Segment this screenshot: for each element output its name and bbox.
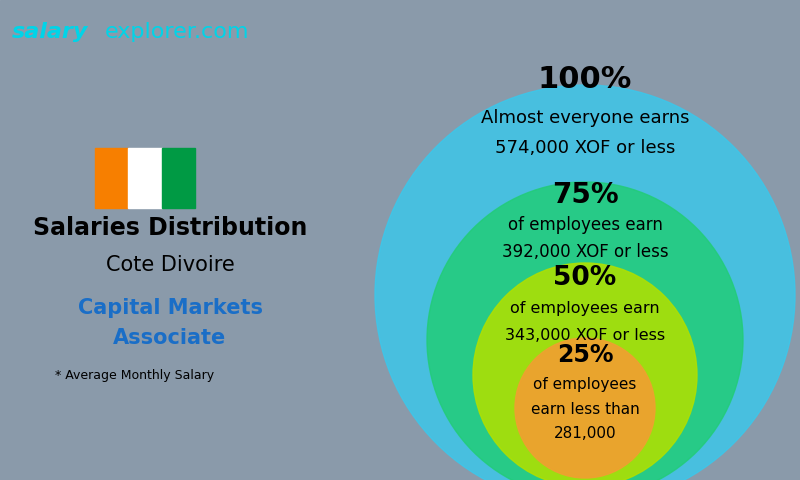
Circle shape bbox=[375, 85, 795, 480]
Text: 281,000: 281,000 bbox=[554, 427, 616, 442]
Text: 392,000 XOF or less: 392,000 XOF or less bbox=[502, 243, 668, 261]
Text: 25%: 25% bbox=[557, 343, 614, 367]
Text: * Average Monthly Salary: * Average Monthly Salary bbox=[55, 369, 214, 382]
Bar bbox=[162, 148, 195, 208]
Circle shape bbox=[515, 338, 655, 478]
Text: 50%: 50% bbox=[554, 265, 617, 291]
Circle shape bbox=[427, 182, 743, 480]
Text: Cote Divoire: Cote Divoire bbox=[106, 255, 234, 275]
Text: salary: salary bbox=[12, 22, 88, 42]
Text: Capital Markets: Capital Markets bbox=[78, 298, 262, 318]
Text: of employees earn: of employees earn bbox=[510, 300, 660, 315]
Text: 574,000 XOF or less: 574,000 XOF or less bbox=[495, 139, 675, 157]
Text: explorer.com: explorer.com bbox=[105, 22, 250, 42]
Text: 100%: 100% bbox=[538, 65, 632, 95]
Circle shape bbox=[473, 263, 697, 480]
Text: Salaries Distribution: Salaries Distribution bbox=[33, 216, 307, 240]
Text: 75%: 75% bbox=[552, 181, 618, 209]
Text: of employees: of employees bbox=[534, 376, 637, 392]
Text: of employees earn: of employees earn bbox=[507, 216, 662, 234]
Text: Associate: Associate bbox=[114, 328, 226, 348]
Bar bbox=[128, 148, 162, 208]
Text: Almost everyone earns: Almost everyone earns bbox=[481, 109, 690, 127]
Text: earn less than: earn less than bbox=[530, 403, 639, 418]
Text: 343,000 XOF or less: 343,000 XOF or less bbox=[505, 327, 665, 343]
Bar bbox=[95, 148, 128, 208]
